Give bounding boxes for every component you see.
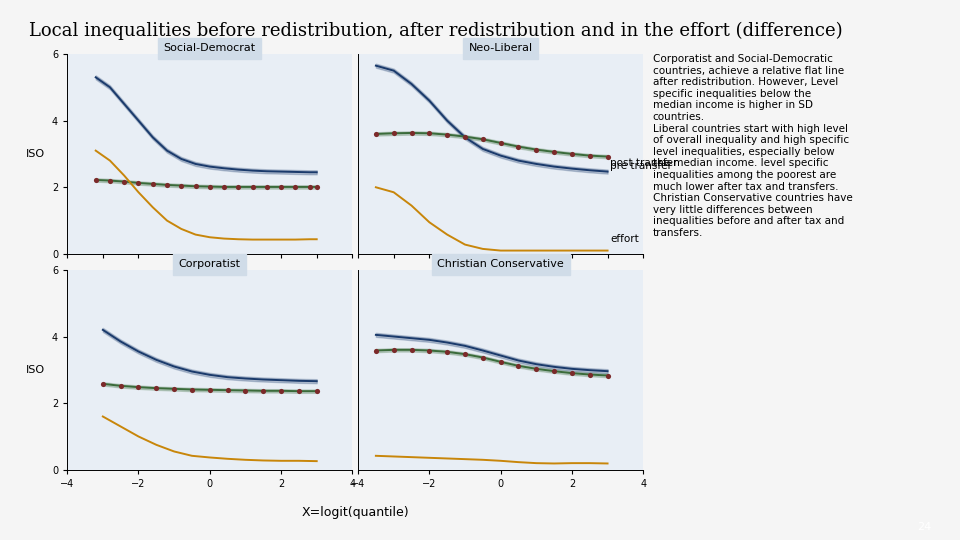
Point bbox=[529, 364, 544, 373]
Point bbox=[564, 369, 580, 377]
Point bbox=[309, 183, 324, 191]
Point bbox=[274, 387, 289, 395]
Point bbox=[103, 176, 118, 185]
Point bbox=[475, 353, 491, 362]
Point bbox=[421, 346, 437, 355]
Point bbox=[369, 130, 384, 138]
Point bbox=[174, 181, 189, 190]
Text: pre transfer: pre transfer bbox=[611, 160, 672, 171]
Point bbox=[113, 382, 129, 390]
Point bbox=[274, 183, 289, 191]
Title: Social-Democrat: Social-Democrat bbox=[164, 43, 255, 53]
Point bbox=[149, 384, 164, 393]
Text: post transfer: post transfer bbox=[611, 158, 678, 167]
Point bbox=[309, 387, 324, 395]
Point bbox=[440, 130, 455, 139]
Text: effort: effort bbox=[611, 234, 639, 244]
Point bbox=[582, 370, 597, 379]
Point bbox=[116, 177, 132, 186]
Point bbox=[492, 139, 508, 147]
Point bbox=[230, 183, 246, 191]
Point bbox=[546, 367, 562, 375]
Point bbox=[238, 386, 253, 395]
Point bbox=[404, 346, 420, 354]
Point bbox=[255, 387, 271, 395]
Point bbox=[564, 150, 580, 158]
Point bbox=[600, 152, 615, 161]
Point bbox=[582, 151, 597, 160]
Point bbox=[369, 346, 384, 355]
Title: Corporatist: Corporatist bbox=[179, 259, 241, 269]
Point bbox=[457, 350, 472, 359]
Point bbox=[259, 183, 275, 191]
Point bbox=[131, 383, 146, 391]
Text: 24: 24 bbox=[917, 522, 931, 531]
Point bbox=[421, 129, 437, 138]
Title: Christian Conservative: Christian Conservative bbox=[437, 259, 564, 269]
Point bbox=[386, 346, 401, 354]
Point bbox=[216, 183, 231, 191]
Point bbox=[600, 371, 615, 380]
Point bbox=[301, 183, 317, 191]
Point bbox=[386, 129, 401, 138]
Point bbox=[88, 176, 104, 184]
Point bbox=[95, 380, 110, 388]
Y-axis label: ISO: ISO bbox=[26, 365, 45, 375]
Text: Local inequalities before redistribution, after redistribution and in the effort: Local inequalities before redistribution… bbox=[29, 22, 843, 40]
Title: Neo-Liberal: Neo-Liberal bbox=[468, 43, 533, 53]
Y-axis label: ISO: ISO bbox=[26, 149, 45, 159]
Point bbox=[440, 348, 455, 356]
Point bbox=[184, 385, 200, 394]
Point bbox=[245, 183, 260, 191]
Point bbox=[457, 132, 472, 141]
Text: Corporatist and Social-Democratic
countries, achieve a relative flat line
after : Corporatist and Social-Democratic countr… bbox=[653, 54, 852, 238]
Point bbox=[145, 180, 160, 188]
Point bbox=[288, 183, 303, 191]
Point bbox=[166, 384, 181, 393]
Point bbox=[492, 357, 508, 366]
Point bbox=[511, 362, 526, 370]
Point bbox=[220, 386, 235, 395]
Point bbox=[546, 147, 562, 156]
Point bbox=[291, 387, 306, 395]
Point bbox=[131, 179, 146, 187]
Point bbox=[511, 143, 526, 151]
Point bbox=[475, 135, 491, 144]
Point bbox=[529, 145, 544, 154]
Text: X=logit(quantile): X=logit(quantile) bbox=[301, 505, 409, 519]
Point bbox=[159, 180, 175, 189]
Point bbox=[404, 129, 420, 137]
Point bbox=[203, 386, 218, 394]
Point bbox=[203, 183, 218, 191]
Point bbox=[188, 182, 204, 191]
